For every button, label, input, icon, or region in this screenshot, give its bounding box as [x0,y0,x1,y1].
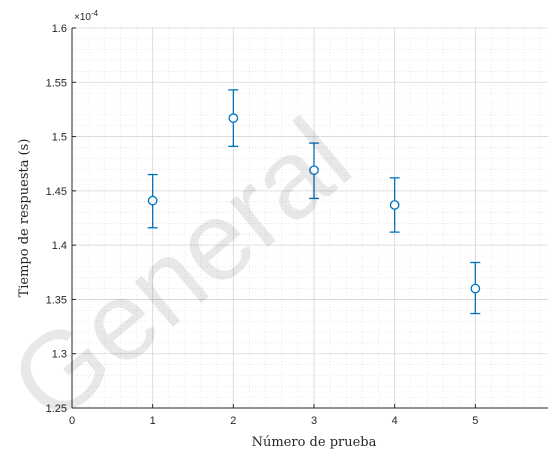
x-tick-label: 1 [150,415,156,427]
data-series [147,89,481,315]
y-tick-label: 1.5 [52,132,67,144]
y-exponent-power: -4 [91,9,99,18]
x-tick-label: 3 [311,415,317,427]
data-point [228,113,239,123]
y-tick-label: 1.3 [52,349,67,361]
y-tick-label: 1.6 [52,23,67,35]
x-tick-label: 5 [472,415,478,427]
data-point [470,283,481,294]
axes [71,27,548,409]
x-tick-labels: 0 1 2 3 4 5 [69,415,478,427]
x-tick-label: 0 [69,415,75,427]
y-tick-label: 1.25 [46,403,67,415]
minor-grid [72,28,548,408]
y-exponent-label: ×10-4 [74,9,99,23]
plot-background [72,28,548,408]
y-tick-label: 1.45 [46,186,67,198]
x-tick-label: 4 [392,415,398,427]
data-point [309,165,319,176]
y-axis-label: Tiempo de respuesta (s) [17,139,32,298]
x-axis-label: Número de prueba [252,435,377,450]
data-point [389,200,400,210]
y-tick-label: 1.4 [52,240,67,252]
x-tick-label: 2 [230,415,236,427]
data-point [147,195,158,206]
y-tick-label: 1.35 [46,294,67,306]
y-tick-labels: 1.25 1.3 1.35 1.4 1.45 1.5 1.55 1.6 [46,23,67,415]
y-tick-label: 1.55 [46,77,67,89]
